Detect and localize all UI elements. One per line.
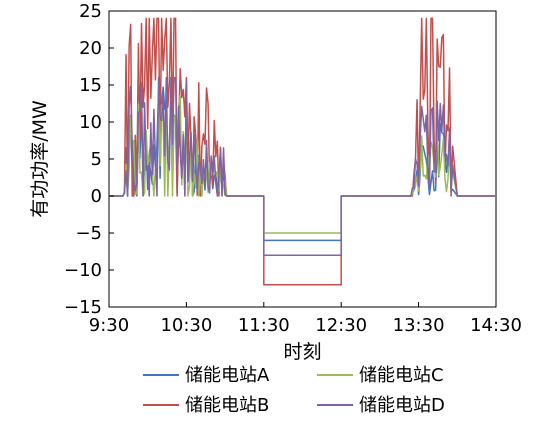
legend-label-a: 储能电站A <box>185 365 270 386</box>
y-axis-title: 有功功率/MW <box>29 100 51 218</box>
legend-label-c: 储能电站C <box>359 365 444 386</box>
x-tick-label: 12:30 <box>315 315 367 336</box>
plot-area: −15 −10 −5 0 5 10 15 20 25 9:30 10:30 11:30 12:30 13:… <box>64 1 522 336</box>
y-tick-label: 10 <box>79 112 102 133</box>
y-tick-label: 0 <box>91 186 102 207</box>
x-tick-label: 10:30 <box>160 315 212 336</box>
y-tick-label: 20 <box>79 38 102 59</box>
y-tick-label: −15 <box>64 297 102 318</box>
x-axis-title: 时刻 <box>283 341 321 363</box>
y-tick-label: −5 <box>75 223 102 244</box>
y-tick-label: −10 <box>64 260 102 281</box>
y-tick-label: 25 <box>79 1 102 22</box>
series-line-d <box>109 76 496 256</box>
x-tick-label: 9:30 <box>89 315 129 336</box>
x-tick-label: 13:30 <box>393 315 445 336</box>
x-tick-label: 11:30 <box>238 315 290 336</box>
x-tick-label: 14:30 <box>470 315 522 336</box>
y-tick-label: 15 <box>79 75 102 96</box>
y-tick-label: 5 <box>91 149 102 170</box>
series-layer <box>109 17 496 286</box>
legend-label-d: 储能电站D <box>359 395 445 416</box>
ticks-layer: −15 −10 −5 0 5 10 15 20 25 9:30 10:30 11:30 12:30 13:… <box>64 1 522 336</box>
legend: 储能电站A 储能电站C 储能电站B 储能电站D <box>143 365 445 416</box>
legend-label-b: 储能电站B <box>185 395 269 416</box>
